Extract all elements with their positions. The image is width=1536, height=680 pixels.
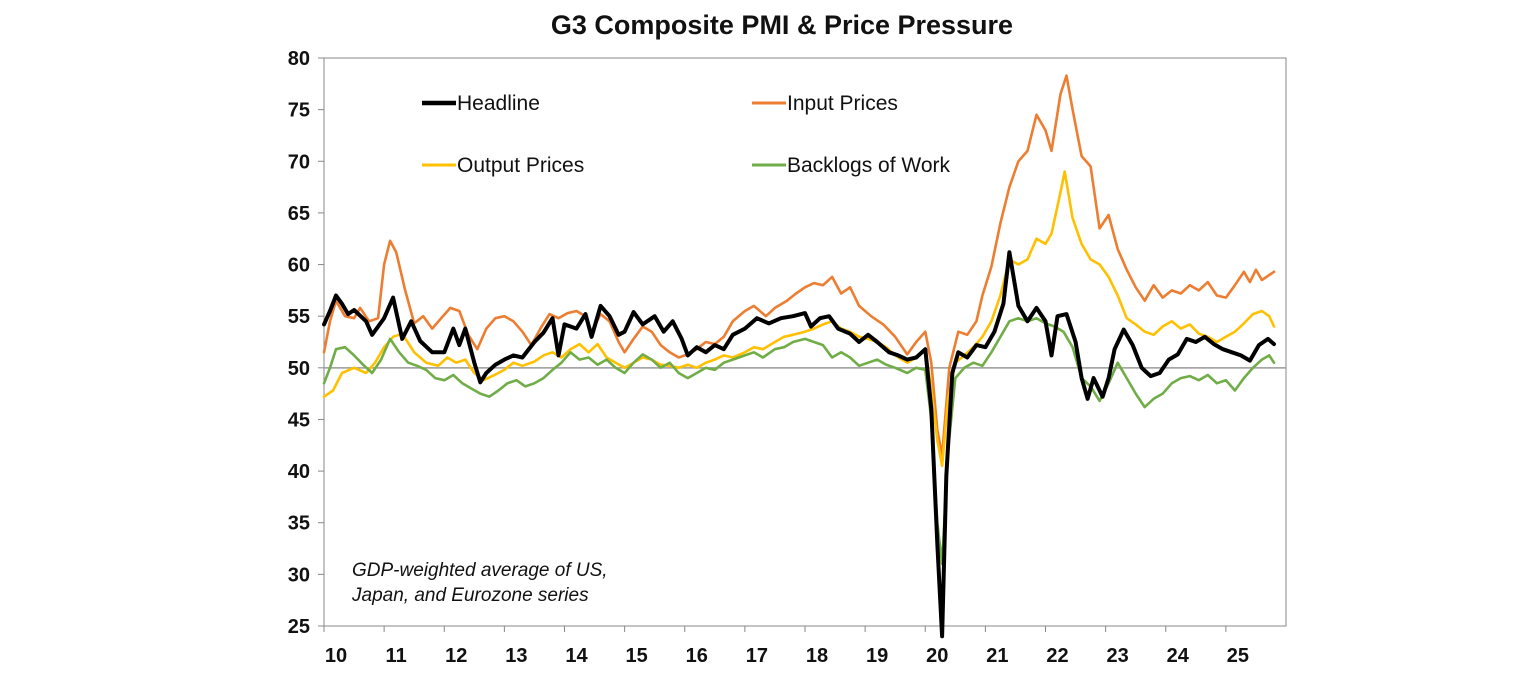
- series-layer: [322, 74, 1276, 639]
- series-line-backlogs-of-work: [322, 316, 1276, 566]
- y-tick-label: 70: [288, 151, 310, 173]
- annotation: GDP-weighted average of US, Japan, and E…: [351, 560, 608, 606]
- legend-label-headline: Headline: [457, 92, 540, 115]
- y-axis: 25 30 35 40 45 50 55 60 65 70 75 80: [288, 48, 324, 638]
- y-tick-label: 45: [288, 409, 310, 431]
- x-tick-label: 15: [626, 645, 648, 667]
- annotation-line-2: Japan, and Eurozone series: [351, 585, 589, 606]
- x-axis: 10 11 12 13 14 15 16 17 18 19 20 21 22 23 24 25: [323, 626, 1249, 667]
- x-tick-label: 23: [1107, 645, 1129, 667]
- x-tick-label: 22: [1046, 645, 1068, 667]
- y-tick-label: 65: [288, 203, 310, 225]
- x-tick-label: 12: [445, 645, 467, 667]
- y-tick-label: 80: [288, 48, 310, 70]
- legend-label-output-prices: Output Prices: [457, 154, 584, 177]
- y-tick-label: 50: [288, 358, 310, 380]
- y-tick-label: 25: [288, 616, 310, 638]
- series-line-input-prices: [322, 74, 1276, 457]
- series-line-output-prices: [322, 170, 1276, 468]
- y-tick-label: 55: [288, 306, 310, 328]
- legend: Headline Input Prices Output Prices Backlog…: [422, 92, 951, 177]
- legend-label-input-prices: Input Prices: [787, 92, 898, 115]
- y-tick-label: 35: [288, 513, 310, 535]
- x-tick-label: 14: [565, 645, 588, 667]
- y-tick-label: 30: [288, 564, 310, 586]
- chart-title: G3 Composite PMI & Price Pressure: [551, 10, 1013, 40]
- x-tick-label: 24: [1167, 645, 1190, 667]
- y-tick-label: 60: [288, 255, 310, 277]
- x-tick-label: 19: [866, 645, 888, 667]
- legend-label-backlogs-of-work: Backlogs of Work: [787, 154, 951, 177]
- series-line-headline: [322, 250, 1276, 639]
- x-tick-label: 16: [686, 645, 708, 667]
- x-tick-label: 21: [986, 645, 1008, 667]
- y-tick-label: 40: [288, 461, 310, 483]
- y-tick-label: 75: [288, 100, 310, 122]
- x-tick-label: 17: [746, 645, 768, 667]
- x-tick-label: 11: [386, 645, 407, 667]
- x-tick-label: 25: [1227, 645, 1249, 667]
- annotation-line-1: GDP-weighted average of US,: [352, 560, 608, 581]
- x-tick-label: 13: [505, 645, 527, 667]
- x-tick-label: 20: [926, 645, 948, 667]
- x-tick-label: 18: [806, 645, 828, 667]
- x-tick-label: 10: [325, 645, 347, 667]
